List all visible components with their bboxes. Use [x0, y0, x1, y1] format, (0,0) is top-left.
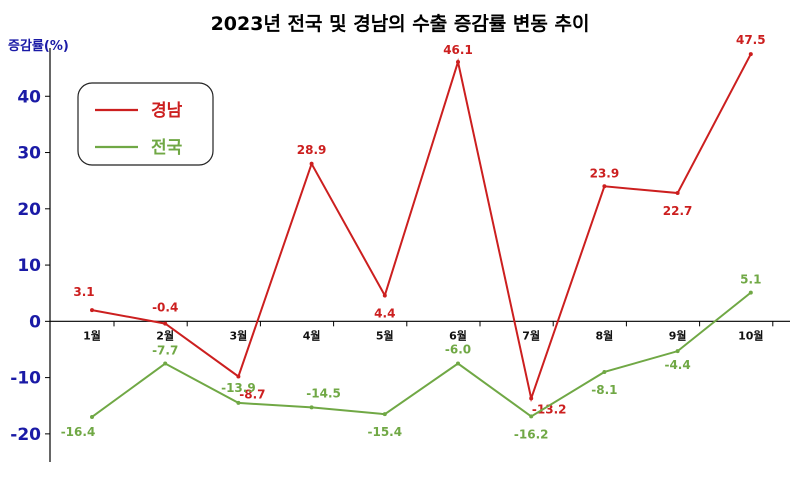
data-point [163, 361, 168, 366]
y-tick-label: 30 [17, 144, 41, 164]
data-point [382, 293, 387, 298]
x-tick-label: 8월 [596, 328, 614, 342]
data-point [675, 349, 680, 354]
x-tick-label: 3월 [230, 328, 248, 342]
x-tick-label: 6월 [449, 328, 467, 342]
data-point [675, 191, 680, 196]
data-point [309, 161, 314, 166]
data-label: -14.5 [306, 386, 341, 400]
x-tick-label: 4월 [303, 328, 321, 342]
data-point [529, 414, 534, 419]
y-axis-label: 증감률(%) [8, 39, 69, 54]
data-point [748, 290, 753, 295]
data-label: -16.2 [514, 427, 549, 441]
data-label: -4.4 [664, 358, 690, 372]
x-tick-label: 7월 [522, 328, 540, 342]
data-label: -16.4 [61, 425, 96, 439]
data-label: -13.2 [532, 402, 567, 416]
data-point [309, 405, 314, 410]
data-label: 46.1 [443, 43, 473, 57]
data-label: 4.4 [374, 306, 395, 320]
data-label: -8.7 [239, 387, 265, 401]
data-point [236, 374, 241, 379]
data-label: -6.0 [445, 343, 471, 357]
data-label: 3.1 [73, 285, 94, 299]
data-label: -7.7 [152, 344, 178, 358]
x-tick-label: 1월 [83, 328, 101, 342]
series-line-0 [91, 53, 752, 403]
data-point [163, 321, 168, 326]
data-point [748, 52, 753, 57]
data-label: 28.9 [297, 143, 327, 157]
y-tick-label: 20 [17, 200, 41, 220]
data-point [382, 412, 387, 417]
series-line-1 [91, 291, 752, 418]
legend-label: 경남 [151, 101, 183, 121]
data-label: -8.1 [591, 383, 617, 397]
data-label: -13.9 [221, 381, 256, 395]
y-tick-label: -10 [10, 369, 41, 389]
x-tick-label: 10월 [738, 328, 763, 342]
data-point [602, 369, 607, 374]
x-tick-label: 2월 [156, 328, 174, 342]
legend-box [77, 82, 214, 166]
axes: -20 -10 0 10 20 30 40 1월 2월 3월 4월 5월 6월 7월 8월 9월 10월 [10, 48, 790, 462]
legend-label: 전국 [151, 138, 183, 158]
chart-title: 2023년 전국 및 경남의 수출 증감률 변동 추이 [211, 13, 590, 35]
data-label: 47.5 [736, 33, 766, 47]
data-label: -15.4 [368, 425, 403, 439]
data-label: -0.4 [152, 301, 178, 315]
y-tick-label: 10 [17, 256, 41, 276]
y-tick-label: 0 [29, 312, 41, 332]
data-point [456, 59, 460, 64]
y-tick-label: -20 [10, 425, 41, 445]
data-point [602, 184, 607, 189]
y-tick-label: 40 [17, 87, 41, 107]
data-point [90, 414, 94, 419]
x-tick-label: 9월 [669, 328, 687, 342]
data-label: 23.9 [590, 166, 620, 180]
data-point [529, 396, 534, 401]
data-point [90, 308, 94, 313]
data-label: 22.7 [663, 204, 693, 218]
data-point [236, 400, 241, 405]
data-point [456, 361, 460, 366]
x-tick-label: 5월 [376, 328, 394, 342]
series-group: 3.1 -0.4 -8.7 28.9 4.4 46.1 -13.2 23.9 22.7 47.5 -… [61, 33, 766, 441]
data-label: 5.1 [740, 273, 761, 287]
